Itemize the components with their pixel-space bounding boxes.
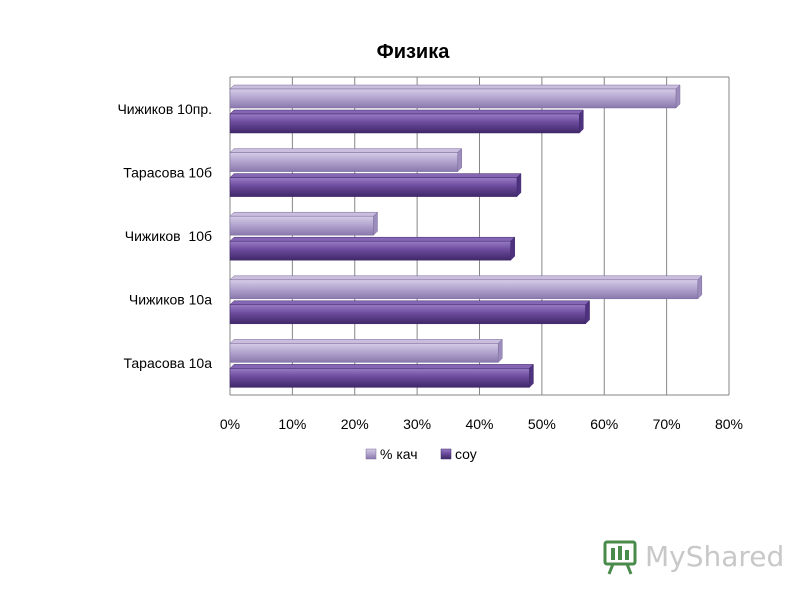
legend-label-kach: % кач [380, 446, 418, 462]
bars [229, 84, 703, 389]
legend-swatch-kach [365, 448, 377, 460]
x-tick-label: 40% [465, 416, 493, 432]
watermark-text: MyShared [645, 540, 784, 573]
legend-label-sou: соу [455, 446, 477, 462]
category-label: Тарасова 10б [123, 164, 212, 180]
x-tick-label: 60% [590, 416, 618, 432]
legend: % кач соу [365, 446, 477, 462]
bar-kach [229, 211, 379, 236]
bar-sou [229, 363, 535, 389]
bar-kach [229, 338, 503, 364]
category-label: Чижиков 10б [125, 228, 212, 244]
x-tick-labels: 0% 10% 20% 30% 40% 50% 60% 70% 80% [220, 416, 743, 432]
x-tick-label: 70% [653, 416, 681, 432]
bar-kach [229, 275, 703, 300]
watermark-logo-icon [603, 540, 637, 575]
category-labels: Чижиков 10пр. Тарасова 10б Чижиков 10б Чижи… [117, 101, 212, 371]
legend-swatch-sou [440, 448, 452, 460]
x-tick-label: 80% [715, 416, 743, 432]
watermark: MyShared [603, 540, 784, 575]
bar-sou [229, 172, 522, 198]
chart-title: Физика [377, 41, 451, 63]
bar-sou [229, 236, 516, 261]
x-tick-label: 50% [528, 416, 556, 432]
category-label: Чижиков 10пр. [117, 101, 212, 117]
bar-kach [229, 147, 463, 173]
bar-kach [229, 84, 681, 109]
x-tick-label: 20% [341, 416, 369, 432]
x-tick-label: 0% [220, 416, 240, 432]
category-label: Тарасова 10а [123, 355, 212, 371]
bar-sou [229, 300, 591, 325]
x-tick-label: 30% [403, 416, 431, 432]
bar-sou [229, 109, 584, 134]
category-label: Чижиков 10а [129, 292, 212, 308]
x-tick-label: 10% [278, 416, 306, 432]
